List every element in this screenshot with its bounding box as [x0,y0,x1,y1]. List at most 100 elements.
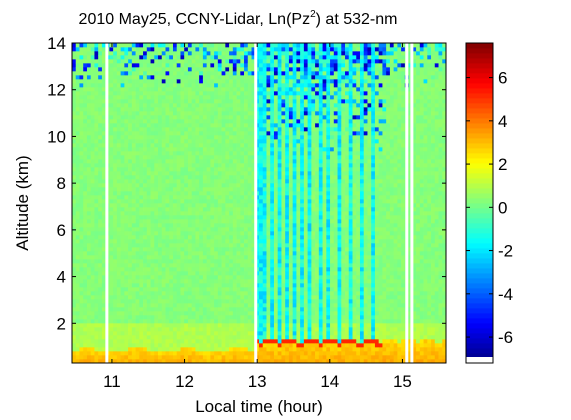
heatmap-cell [165,283,170,288]
heatmap-cell [146,295,151,300]
heatmap-cell [176,79,181,84]
heatmap-cell [199,319,204,324]
heatmap-cell [300,211,305,216]
heatmap-cell [79,75,84,80]
heatmap-cell [139,311,144,316]
heatmap-cell [199,327,204,332]
heatmap-cell [124,275,129,280]
heatmap-cell [292,295,297,300]
heatmap-cell [109,59,114,64]
heatmap-cell [262,255,267,260]
heatmap-cell [281,203,286,208]
heatmap-cell [217,167,222,172]
heatmap-cell [120,251,125,256]
heatmap-cell [232,131,237,136]
heatmap-cell [292,159,297,164]
heatmap-cell [195,91,200,96]
heatmap-cell [221,67,226,72]
heatmap-cell [259,299,264,304]
heatmap-cell [232,227,237,232]
heatmap-cell [109,139,114,144]
heatmap-cell [113,123,118,128]
heatmap-cell [259,51,264,56]
heatmap-cell [165,107,170,112]
heatmap-cell [128,107,133,112]
heatmap-cell [86,223,92,228]
heatmap-cell [161,251,166,256]
heatmap-cell [199,79,204,84]
heatmap-cell [150,87,155,92]
heatmap-cell [225,347,230,352]
heatmap-cell [296,279,301,284]
heatmap-cell [236,43,241,48]
heatmap-cell [217,359,222,364]
heatmap-cell [247,339,252,344]
heatmap-cell [292,291,297,296]
heatmap-cell [161,239,166,244]
heatmap-cell [131,107,136,112]
heatmap-cell [184,67,189,72]
heatmap-cell [251,275,256,280]
heatmap-cell [251,111,256,116]
heatmap-cell [94,195,99,200]
heatmap-cell [143,167,148,172]
heatmap-cell [135,75,140,80]
heatmap-cell [232,159,237,164]
heatmap-cell [296,307,301,312]
heatmap-cell [150,327,155,332]
heatmap-cell [296,243,301,248]
heatmap-cell [262,331,267,336]
heatmap-cell [131,347,136,352]
heatmap-cell [94,299,99,304]
heatmap-cell [240,239,245,244]
heatmap-cell [184,79,189,84]
heatmap-cell [296,251,301,256]
heatmap-cell [206,91,211,96]
heatmap-cell [113,191,118,196]
heatmap-cell [225,179,230,184]
heatmap-cell [214,179,219,184]
heatmap-cell [109,307,114,312]
heatmap-cell [195,87,200,92]
heatmap-cell [150,303,155,308]
heatmap-cell [255,279,260,284]
heatmap-cell [79,227,84,232]
heatmap-cell [191,71,196,76]
heatmap-cell [169,163,174,168]
heatmap-cell [158,147,163,152]
heatmap-cell [266,163,271,168]
heatmap-cell [191,131,196,136]
heatmap-cell [251,123,256,128]
heatmap-cell [116,319,121,324]
heatmap-cell [131,303,136,308]
heatmap-cell [116,339,121,344]
heatmap-cell [262,179,267,184]
heatmap-cell [240,127,245,132]
heatmap-cell [300,347,305,352]
heatmap-cell [202,159,207,164]
heatmap-cell [109,211,114,216]
heatmap-cell [225,287,230,292]
heatmap-cell [172,223,178,228]
heatmap-cell [98,195,103,200]
heatmap-cell [94,215,99,220]
heatmap-cell [116,335,121,340]
heatmap-cell [240,123,245,128]
heatmap-cell [101,219,107,224]
heatmap-cell [187,335,193,340]
heatmap-cell [72,75,77,80]
heatmap-cell [288,171,294,176]
heatmap-cell [285,59,290,64]
heatmap-cell [236,287,241,292]
heatmap-cell [79,131,84,136]
heatmap-cell [86,235,92,240]
heatmap-cell [128,295,133,300]
heatmap-cell [154,259,159,264]
heatmap-cell [236,355,241,360]
heatmap-cell [98,319,103,324]
heatmap-cell [146,175,151,180]
heatmap-cell [98,119,103,124]
heatmap-cell [266,219,271,224]
heatmap-cell [232,187,237,192]
heatmap-cell [236,259,241,264]
